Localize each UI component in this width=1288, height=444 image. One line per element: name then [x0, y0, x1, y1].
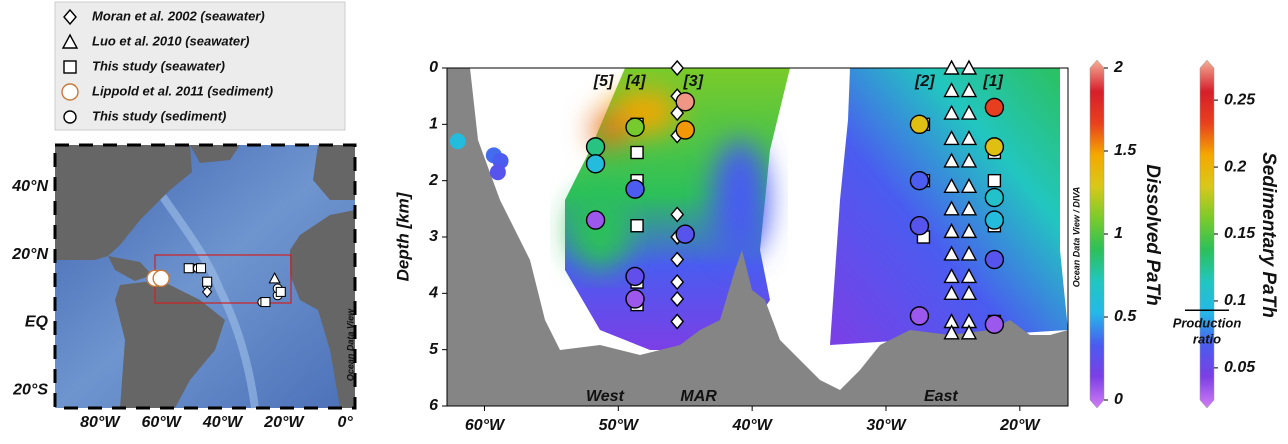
circle-marker	[587, 155, 605, 173]
station-label: [3]	[682, 73, 703, 90]
map-y-tick-label: 20°S	[12, 381, 48, 398]
y-tick-label: 1	[429, 116, 438, 133]
y-tick-label: 5	[429, 341, 439, 358]
colorbar	[1090, 60, 1104, 408]
circle-marker	[676, 225, 694, 243]
square-marker	[631, 220, 643, 232]
circle-marker	[676, 121, 694, 139]
square-marker	[631, 147, 643, 159]
production-ratio-label: ratio	[1193, 332, 1221, 347]
circle-marker	[587, 138, 605, 156]
station-label: [2]	[914, 73, 935, 90]
legend-label: Luo et al. 2010 (seawater)	[92, 33, 250, 48]
colorbar-title: Dissolved PaTh	[1142, 164, 1163, 306]
map-y-tick-label: 40°N	[11, 178, 48, 195]
circle-marker	[985, 138, 1003, 156]
circle-marker	[626, 290, 644, 308]
y-tick-label: 4	[428, 285, 438, 302]
station-label: [5]	[593, 73, 614, 90]
y-axis-label: Depth [km]	[393, 191, 412, 281]
section-credit: Ocean Data View / DIVA	[1071, 187, 1081, 288]
square-marker	[184, 264, 193, 273]
circle-marker	[626, 118, 644, 136]
circle-marker	[626, 180, 644, 198]
x-tick-label: 60°W	[465, 417, 506, 434]
map-x-tick-label: 0°	[338, 414, 354, 431]
figure: Moran et al. 2002 (seawater) Luo et al. 2…	[0, 0, 1288, 439]
station-label: [4]	[625, 73, 646, 90]
legend-label: This study (seawater)	[92, 58, 225, 73]
circle-marker	[985, 315, 1003, 333]
circle-marker	[985, 211, 1003, 229]
square-marker	[988, 175, 1000, 187]
map-x-tick-label: 60°W	[141, 414, 182, 431]
colorbar-tick-label: 0.2	[1224, 158, 1246, 175]
circle-marker	[626, 267, 644, 285]
legend-label: Lippold et al. 2011 (sediment)	[92, 83, 273, 98]
circle-marker	[985, 98, 1003, 116]
page: {"map":{"credit":"Ocean Data View","xlim…	[0, 0, 1288, 444]
x-tick-label: 30°W	[866, 417, 907, 434]
colorbar-tick-label: 0.1	[1224, 292, 1246, 309]
map	[55, 145, 355, 408]
production-ratio-label: Production	[1173, 316, 1242, 331]
colorbar-tick-label: 1.5	[1114, 142, 1137, 159]
region-label: MAR	[680, 388, 717, 405]
circle-marker	[450, 133, 466, 149]
colorbar-tick-label: 0.05	[1224, 359, 1256, 376]
legend-label: Moran et al. 2002 (seawater)	[92, 8, 265, 23]
colorbar	[1200, 60, 1214, 408]
map-y-tick-label: EQ	[25, 314, 49, 331]
circle-marker	[587, 211, 605, 229]
circle-marker	[910, 217, 928, 235]
map-y-tick-label: 20°N	[11, 246, 48, 263]
map-credit: Ocean Data View	[345, 308, 355, 381]
region-label: East	[924, 388, 958, 405]
map-x-tick-label: 20°W	[263, 414, 305, 431]
circle-marker	[985, 189, 1003, 207]
y-tick-label: 0	[429, 59, 438, 76]
circle-marker	[490, 164, 506, 180]
circle-marker	[64, 111, 76, 123]
x-tick-label: 20°W	[999, 417, 1041, 434]
colorbar-tick-label: 0.5	[1114, 308, 1137, 325]
colorbar-title: Sedimentary PaTh	[1258, 152, 1279, 318]
region-label: West	[586, 388, 625, 405]
circle-marker	[62, 84, 78, 100]
square-marker	[276, 287, 285, 296]
circle-marker	[676, 93, 694, 111]
square-marker	[203, 277, 212, 286]
circle-marker	[910, 307, 928, 325]
square-marker	[261, 298, 270, 307]
circle-marker	[910, 172, 928, 190]
square-marker	[197, 264, 206, 273]
colorbar-tick-label: 1	[1114, 225, 1123, 242]
map-x-tick-label: 40°W	[202, 414, 244, 431]
colorbar-tick-label: 2	[1113, 59, 1123, 76]
y-tick-label: 6	[429, 397, 438, 414]
y-tick-label: 3	[429, 228, 438, 245]
x-tick-label: 50°W	[599, 417, 640, 434]
legend-label: This study (sediment)	[92, 108, 226, 123]
circle-marker	[153, 270, 169, 286]
square-marker	[64, 61, 76, 73]
circle-marker	[910, 115, 928, 133]
station-label: [1]	[982, 73, 1003, 90]
map-x-tick-label: 80°W	[80, 414, 121, 431]
circle-marker	[985, 251, 1003, 269]
colorbar-tick-label: 0.15	[1224, 225, 1256, 242]
x-tick-label: 40°W	[731, 417, 773, 434]
y-tick-label: 2	[428, 172, 438, 189]
colorbar-tick-label: 0.25	[1224, 91, 1256, 108]
colorbar-tick-label: 0	[1114, 391, 1123, 408]
